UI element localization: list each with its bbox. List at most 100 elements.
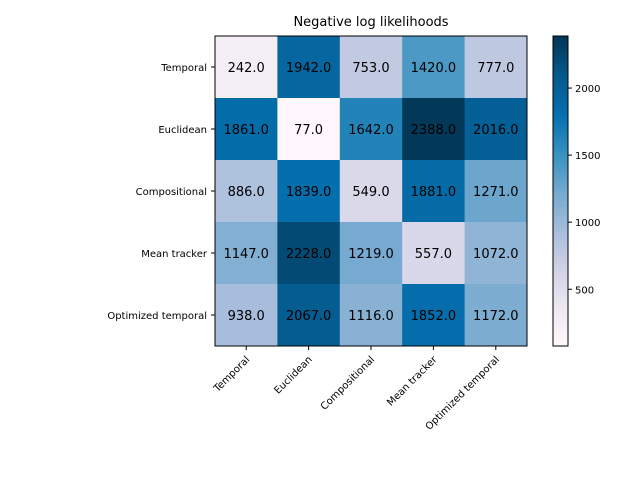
colorbar-segment <box>553 262 568 266</box>
colorbar-tick-label: 1000 <box>575 218 600 229</box>
heatmap-cell <box>402 222 466 285</box>
colorbar-segment <box>553 51 568 56</box>
colorbar-segment <box>553 218 568 223</box>
heatmap-cell <box>277 284 341 347</box>
cell-value-label: 1861.0 <box>223 123 269 138</box>
colorbar-segment <box>553 175 568 180</box>
colorbar-segment <box>553 178 568 183</box>
cell-value-label: 1172.0 <box>473 309 519 324</box>
colorbar-segment <box>553 144 568 149</box>
cell-value-label: 753.0 <box>352 61 389 76</box>
colorbar-segment <box>553 274 568 279</box>
colorbar-segment <box>553 172 568 177</box>
heatmap-cell <box>402 160 466 223</box>
colorbar-segment <box>553 163 568 167</box>
y-axis-ticks: Temporal Euclidean Compositional Mean track… <box>107 63 215 322</box>
colorbar-segment <box>553 240 568 245</box>
colorbar-segment <box>553 311 568 316</box>
colorbar-segment <box>553 48 568 53</box>
colorbar-segment <box>553 39 568 43</box>
colorbar-segment <box>553 215 568 220</box>
colorbar-segment <box>553 119 568 124</box>
colorbar-segment <box>553 293 568 297</box>
heatmap-cell <box>215 36 278 99</box>
colorbar-segment <box>553 36 568 40</box>
x-tick-label: Temporal <box>211 354 252 395</box>
cell-value-label: 1116.0 <box>348 309 394 324</box>
colorbar-segment <box>553 280 568 285</box>
colorbar-segment <box>553 82 568 87</box>
colorbar-segment <box>553 284 568 288</box>
colorbar-segment <box>553 135 568 139</box>
heatmap-cell <box>215 222 278 285</box>
colorbar-segment <box>553 116 568 121</box>
colorbar-segment <box>553 91 568 96</box>
colorbar-segment <box>553 256 568 260</box>
colorbar-segment <box>553 67 568 71</box>
cell-value-label: 1420.0 <box>411 61 457 76</box>
colorbar-segment <box>553 166 568 170</box>
cell-value-label: 557.0 <box>415 247 452 262</box>
colorbar-segment <box>553 181 568 186</box>
colorbar-segment <box>553 54 568 59</box>
colorbar-segment <box>553 308 568 313</box>
colorbar-segment <box>553 268 568 273</box>
heatmap-cell <box>339 160 403 223</box>
cell-value-label: 77.0 <box>294 123 323 138</box>
colorbar-segment <box>553 259 568 263</box>
cell-value-label: 2067.0 <box>286 309 332 324</box>
colorbar-segment <box>553 42 568 46</box>
cell-value-label: 777.0 <box>477 61 514 76</box>
colorbar-segment <box>553 228 568 232</box>
heatmap-cell <box>277 222 341 285</box>
y-tick-label: Optimized temporal <box>107 311 207 322</box>
cell-value-label: 1839.0 <box>286 185 332 200</box>
colorbar-segment <box>553 169 568 173</box>
heatmap-cell <box>277 36 341 99</box>
colorbar-segment <box>553 318 568 322</box>
colorbar-segment <box>553 122 568 127</box>
colorbar-tick-label: 500 <box>575 285 594 296</box>
colorbar-segment <box>553 197 568 201</box>
colorbar-segment <box>553 277 568 282</box>
colorbar-segment <box>553 73 568 77</box>
colorbar: 500 1000 1500 2000 <box>552 35 600 347</box>
colorbar-segment <box>553 339 568 344</box>
colorbar-segment <box>553 231 568 235</box>
colorbar-segment <box>553 110 568 115</box>
cell-value-label: 2228.0 <box>286 247 332 262</box>
colorbar-segment <box>553 101 568 105</box>
x-axis-ticks: Temporal Euclidean Compositional Mean track… <box>211 346 502 433</box>
colorbar-segment <box>553 299 568 304</box>
heatmap-cell <box>464 36 528 99</box>
cell-value-label: 1881.0 <box>411 185 457 200</box>
colorbar-segment <box>553 76 568 80</box>
x-tick-label: Euclidean <box>273 354 315 396</box>
cell-value-label: 242.0 <box>228 61 265 76</box>
cell-value-label: 1942.0 <box>286 61 332 76</box>
heatmap-cell <box>464 284 528 347</box>
colorbar-segment <box>553 265 568 270</box>
heatmap-cell <box>339 222 403 285</box>
heatmap-cell <box>464 160 528 223</box>
colorbar-segment <box>553 222 568 226</box>
colorbar-segment <box>553 63 568 68</box>
colorbar-segment <box>553 234 568 239</box>
heatmap-cell <box>402 284 466 347</box>
cell-value-label: 1219.0 <box>348 247 394 262</box>
cell-value-label: 886.0 <box>228 185 265 200</box>
heatmap-cell <box>464 222 528 285</box>
heatmap-cell <box>402 98 466 161</box>
colorbar-segment <box>553 88 568 93</box>
colorbar-segment <box>553 249 568 254</box>
cell-value-label: 1642.0 <box>348 123 394 138</box>
colorbar-segment <box>553 107 568 111</box>
colorbar-segment <box>553 94 568 99</box>
colorbar-segment <box>553 206 568 211</box>
colorbar-tick-label: 1500 <box>575 151 600 162</box>
colorbar-segment <box>553 330 568 335</box>
colorbar-segment <box>553 287 568 291</box>
colorbar-segment <box>553 243 568 248</box>
colorbar-segment <box>553 253 568 257</box>
